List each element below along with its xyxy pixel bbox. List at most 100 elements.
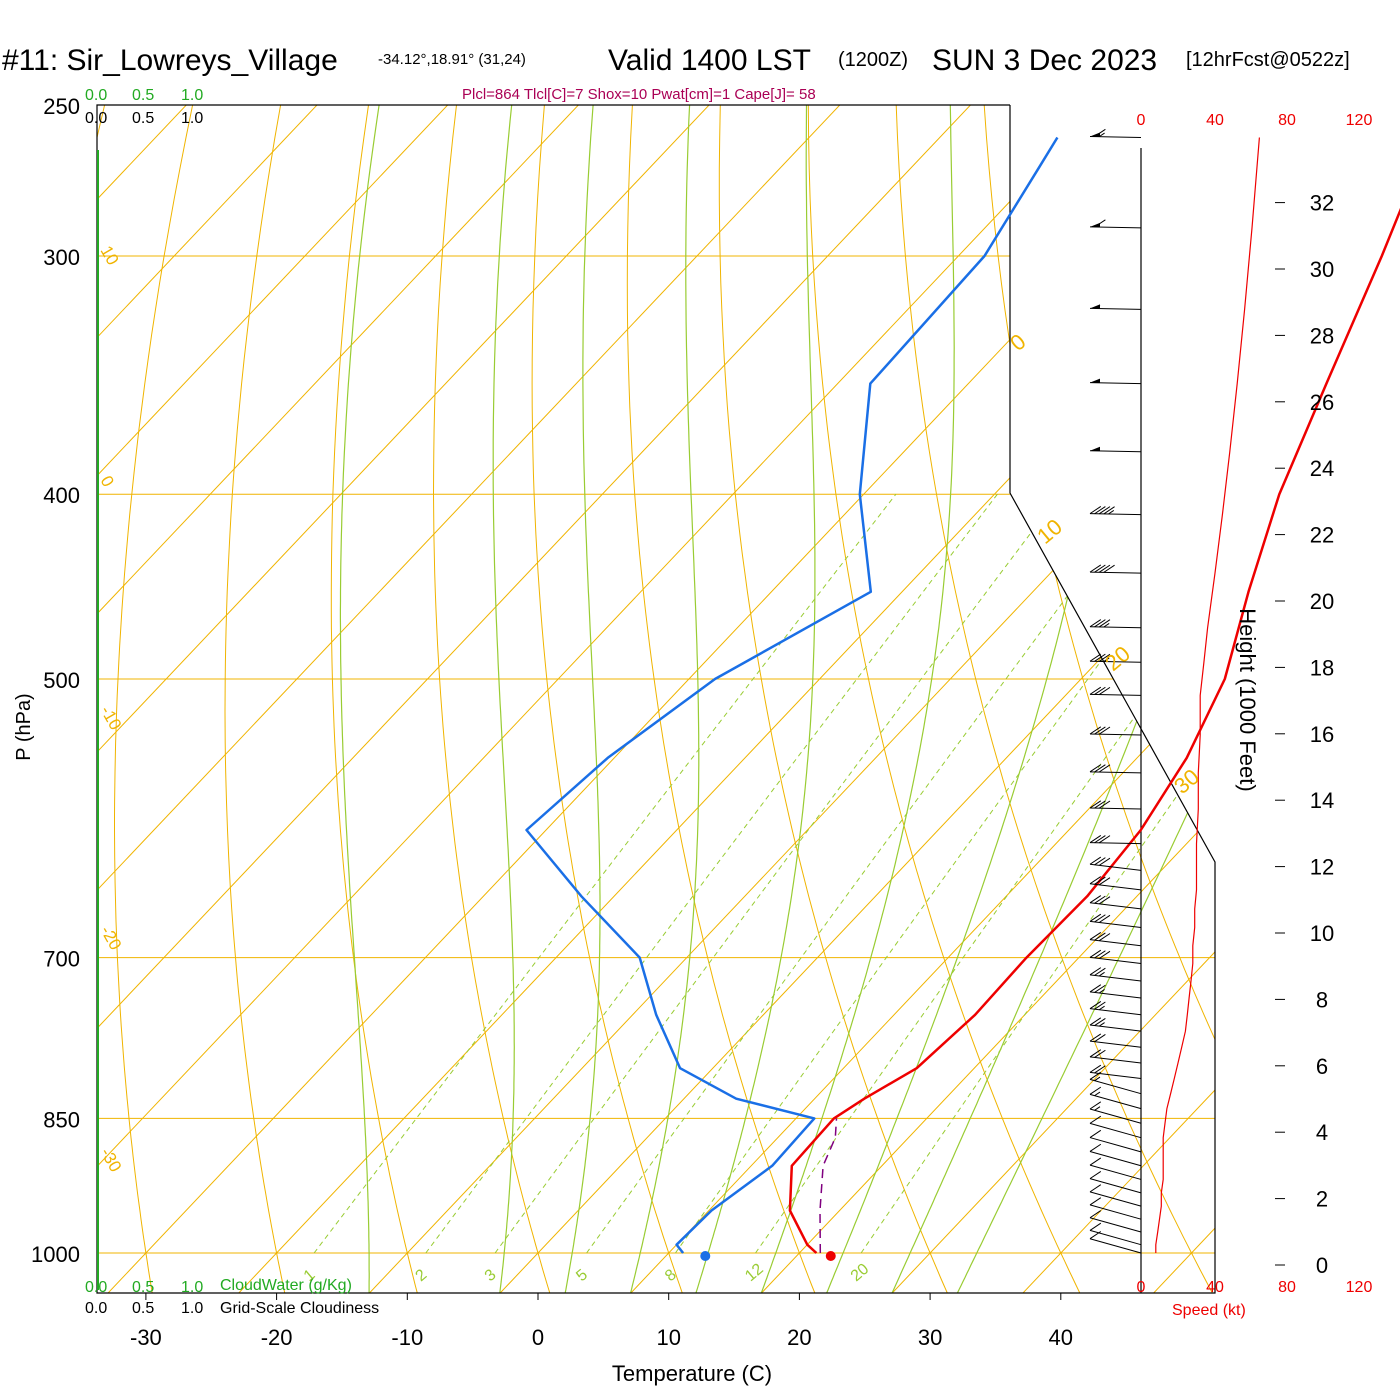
isotherm-line [97,105,873,1293]
dry-adiabat [1155,105,1215,1293]
wind-barb [1089,949,1142,965]
speed-tick-bottom-2: 80 [1278,1279,1296,1296]
cloudwater-tick-top-2: 1.0 [181,87,203,104]
wind-barb [1089,619,1142,629]
cloud-scale-top: 0.0 0.5 1.0 0.0 0.5 1.0 [85,87,203,127]
wind-barb [1089,1197,1142,1220]
plot-frame [96,104,1216,1294]
height-tick-label: 24 [1310,456,1334,481]
y-axis-title: P (hPa) [13,693,35,760]
cloudwater-tick-top-0: 0.0 [85,87,107,104]
mixing-ratio-label: 2 [412,1266,430,1285]
wind-barb [1089,1115,1142,1139]
wind-barb [1089,1064,1142,1079]
dry-adiabat [1243,71,1400,1293]
isotherm-line [238,105,1215,1293]
wind-barb [1089,378,1142,385]
wind-barb [1089,1049,1142,1064]
mixing-ratio-label: 20 [848,1261,873,1286]
sounding-series [525,136,1400,1261]
height-tick-label: 12 [1310,855,1334,880]
mixing-ratio-line [313,493,897,1254]
station-name: #11: Sir_Lowreys_Village [2,44,338,77]
isotherm-line [1022,105,1215,1293]
moist-adiabat [492,105,515,1293]
dry-adiabat [626,105,816,1293]
speed-scale-bottom: 0 40 80 120 Speed (kt) [1137,1279,1373,1319]
dry-adiabat [894,105,1214,1293]
sounding-parameters: Plcl=864 Tlcl[C]=7 Shox=10 Pwat[cm]=1 Ca… [462,86,816,103]
height-tick-label: 28 [1310,323,1334,348]
isotherm-label: -10 [97,703,126,734]
speed-tick-bottom-3: 120 [1346,1279,1373,1296]
moist-adiabat [339,105,380,1293]
speed-tick-top-1: 40 [1206,112,1224,129]
adiabat-label: 20 [1100,641,1135,676]
mixing-ratio-label: 5 [573,1266,591,1285]
isotherm-label: 0 [97,473,118,491]
temperature-tick-label: 0 [532,1325,544,1350]
cloudwater-tick-bottom-2: 1.0 [181,1279,203,1296]
temperature-tick-label: -10 [391,1325,423,1350]
height-tick-label: 30 [1310,257,1334,282]
pressure-tick-400: 400 [43,483,80,508]
isotherm-line [891,105,1215,1293]
dewpoint-line [525,136,1059,1254]
speed-tick-top-3: 120 [1346,112,1373,129]
wind-barb [1089,1086,1142,1110]
dry-adiabat [432,105,551,1293]
speed-scale-top: 0 40 80 120 [1137,112,1373,129]
height-tick-label: 26 [1310,390,1334,415]
wind-barb [1089,1129,1142,1153]
wind-barb [1089,984,1142,999]
dry-adiabat [718,105,948,1293]
chart-header: #11: Sir_Lowreys_Village -34.12°,18.91° … [2,44,1350,103]
dry-adiabat [330,105,418,1293]
wind-barb [1089,653,1142,663]
moist-adiabat [956,105,1215,1293]
dry-adiabat [807,105,1081,1293]
height-tick-label: 14 [1310,788,1334,813]
wind-barb [1089,931,1142,947]
wind-barb [1089,913,1142,929]
wind-barb [1089,564,1142,574]
height-tick-label: 10 [1310,921,1334,946]
cloudiness-tick-bottom-0: 0.0 [85,1300,107,1317]
pressure-tick-1000: 1000 [31,1242,80,1267]
cloud-scale-bottom: 0.0 0.5 1.0 CloudWater (g/Kg) 0.0 0.5 1.… [85,1277,379,1317]
wind-barb [1089,446,1142,453]
isotherm-line [368,105,1215,1293]
cloudwater-tick-top-1: 0.5 [132,87,154,104]
isotherm-label: -30 [97,1145,126,1176]
wind-barb [1089,1210,1142,1233]
height-tick-label: 32 [1310,191,1334,216]
isotherm-line [97,105,742,1293]
wind-barb [1089,1033,1142,1048]
wind-barb [1089,1143,1142,1167]
speed-axis-label: Speed (kt) [1172,1302,1246,1319]
wind-barb [1089,1184,1142,1207]
wind-barb [1089,967,1142,982]
isotherm-line [630,105,1215,1293]
moist-adiabat [760,105,955,1293]
isotherm-line [97,105,481,1293]
surface-temperature-dot [825,1251,836,1261]
dry-adiabat [1330,71,1400,1293]
cloudwater-tick-bottom-0: 0.0 [85,1279,107,1296]
isotherm-line [760,105,1215,1293]
wind-barb [1089,304,1142,310]
isotherm-label: -20 [97,923,126,954]
wind-barb [1089,1101,1142,1124]
pressure-tick-300: 300 [43,245,80,270]
height-axis-title: Height (1000 Feet) [1235,608,1260,791]
valid-date: SUN 3 Dec 2023 [932,44,1157,77]
height-tick-label: 16 [1310,722,1334,747]
cloudiness-label: Grid-Scale Cloudiness [220,1300,379,1317]
mixing-ratio-label: 3 [482,1266,500,1285]
isotherm-line [97,105,1003,1293]
temperature-tick-label: 20 [787,1325,811,1350]
mixing-ratio-line [494,493,1061,1254]
adiabat-label: 0 [1005,329,1030,356]
background-grid [97,71,1400,1293]
height-tick-label: 2 [1316,1187,1328,1212]
